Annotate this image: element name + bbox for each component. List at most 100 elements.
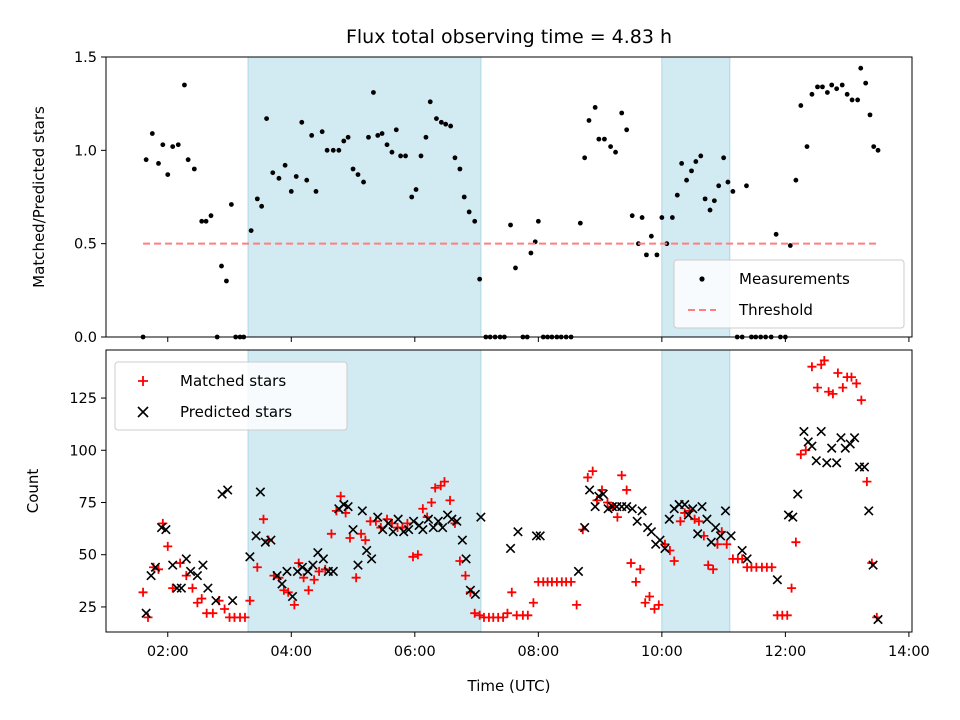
matched-stars-point <box>408 552 418 562</box>
count-axes-frame <box>105 349 913 633</box>
matched-stars-point <box>645 591 655 601</box>
measurements-legend-marker <box>699 276 705 282</box>
measurements-point <box>170 144 176 150</box>
matched-stars-point <box>603 497 613 507</box>
matched-stars-point <box>626 558 636 568</box>
count-y-tick-label: 50 <box>79 548 97 564</box>
ratio-x-ticks <box>167 337 910 342</box>
measurements-point <box>707 207 713 213</box>
measurements-point <box>654 252 660 258</box>
predicted-stars-point <box>277 579 287 589</box>
measurements-point <box>350 166 356 172</box>
predicted-stars-point <box>227 595 238 606</box>
measurements-point <box>477 276 483 282</box>
x-tick-label: 10:00 <box>641 644 683 660</box>
measurements-point <box>160 142 166 148</box>
ratio-axes-frame <box>105 56 913 338</box>
predicted-stars-point <box>185 566 196 577</box>
predicted-stars-point <box>664 514 675 524</box>
matched-stars-legend-label: Matched stars <box>180 372 286 390</box>
predicted-stars-point <box>161 524 171 535</box>
ratio-shaded-regions <box>247 57 731 337</box>
measurements-point <box>702 196 708 202</box>
measurements-point <box>508 222 513 228</box>
matched-stars-point <box>787 583 797 593</box>
measurements-point <box>264 116 269 121</box>
matched-stars-point <box>523 610 533 620</box>
matched-stars-point <box>669 556 679 566</box>
measurements-point <box>309 133 315 138</box>
matched-stars-point <box>187 583 197 593</box>
matched-stars-point <box>807 362 817 372</box>
matched-stars-point <box>507 587 517 597</box>
measurements-point <box>438 119 444 125</box>
measurements-point <box>472 218 478 224</box>
matched-stars-point <box>304 585 314 595</box>
matched-stars-point <box>283 587 293 597</box>
predicted-stars-point <box>868 560 878 570</box>
predicted-stars-point <box>266 535 276 545</box>
matched-stars-point <box>675 516 685 526</box>
matched-stars-point <box>708 564 718 574</box>
predicted-stars-point <box>217 489 227 499</box>
measurements-point <box>659 215 665 220</box>
matched-stars-point <box>430 483 440 493</box>
count-series-layer <box>138 355 883 625</box>
measurements-point <box>858 65 864 71</box>
measurements-point <box>844 91 850 97</box>
measurements-point <box>528 250 534 256</box>
count-shaded-region-1 <box>661 350 730 632</box>
measurements-point <box>156 161 161 166</box>
measurements-point <box>586 118 592 123</box>
measurements-point <box>398 153 404 159</box>
matched-stars-point <box>654 600 664 610</box>
measurements-point <box>608 144 613 150</box>
measurements-point <box>466 209 472 215</box>
predicted-stars-point <box>697 501 707 512</box>
count-y-axis-title: Count <box>24 469 42 514</box>
matched-stars-point <box>617 470 627 480</box>
ratio-y-ticks: 0.0 0.5 1.0 1.5 <box>74 50 106 346</box>
predicted-stars-point <box>864 506 874 516</box>
measurements-point <box>248 228 254 234</box>
predicted-stars-point <box>660 543 670 554</box>
threshold-legend-label: Threshold <box>738 301 813 319</box>
matched-stars-point <box>138 587 148 597</box>
matched-stars-point <box>475 610 485 620</box>
ratio-shaded-region-0 <box>248 57 481 337</box>
predicted-stars-point <box>366 554 377 564</box>
measurements-point <box>613 149 618 155</box>
matched-stars-point <box>737 554 747 564</box>
matched-stars-point <box>856 395 866 405</box>
measurements-point <box>602 136 607 142</box>
matched-stars-point <box>813 383 823 393</box>
predicted-stars-point <box>742 554 752 564</box>
predicted-stars-point <box>788 512 798 522</box>
predicted-stars-point <box>737 545 747 556</box>
matched-stars-point <box>851 378 861 388</box>
predicted-stars-point <box>167 560 178 570</box>
matched-stars-point <box>612 512 622 522</box>
predicted-stars-point <box>308 560 318 570</box>
measurements-point <box>787 243 793 248</box>
matched-stars-point <box>168 583 178 593</box>
matched-stars-point <box>426 497 436 507</box>
predicted-stars-point <box>621 501 632 512</box>
matched-stars-point <box>498 612 508 622</box>
measurements-point <box>413 187 419 192</box>
predicted-stars-point <box>655 535 665 545</box>
matched-stars-point <box>631 577 641 587</box>
predicted-stars-point <box>361 545 372 556</box>
matched-stars-point <box>622 485 632 495</box>
predicted-stars-point <box>393 514 403 524</box>
measurements-point <box>443 121 449 127</box>
predicted-stars-point <box>388 526 398 537</box>
predicted-stars-point <box>476 512 486 522</box>
measurements-point <box>716 183 722 189</box>
measurements-point <box>361 179 366 185</box>
predicted-stars-point <box>418 524 428 535</box>
ratio-y-tick-label: 0.5 <box>74 237 97 253</box>
matched-stars-point <box>846 372 856 382</box>
predicted-stars-point <box>710 522 721 533</box>
